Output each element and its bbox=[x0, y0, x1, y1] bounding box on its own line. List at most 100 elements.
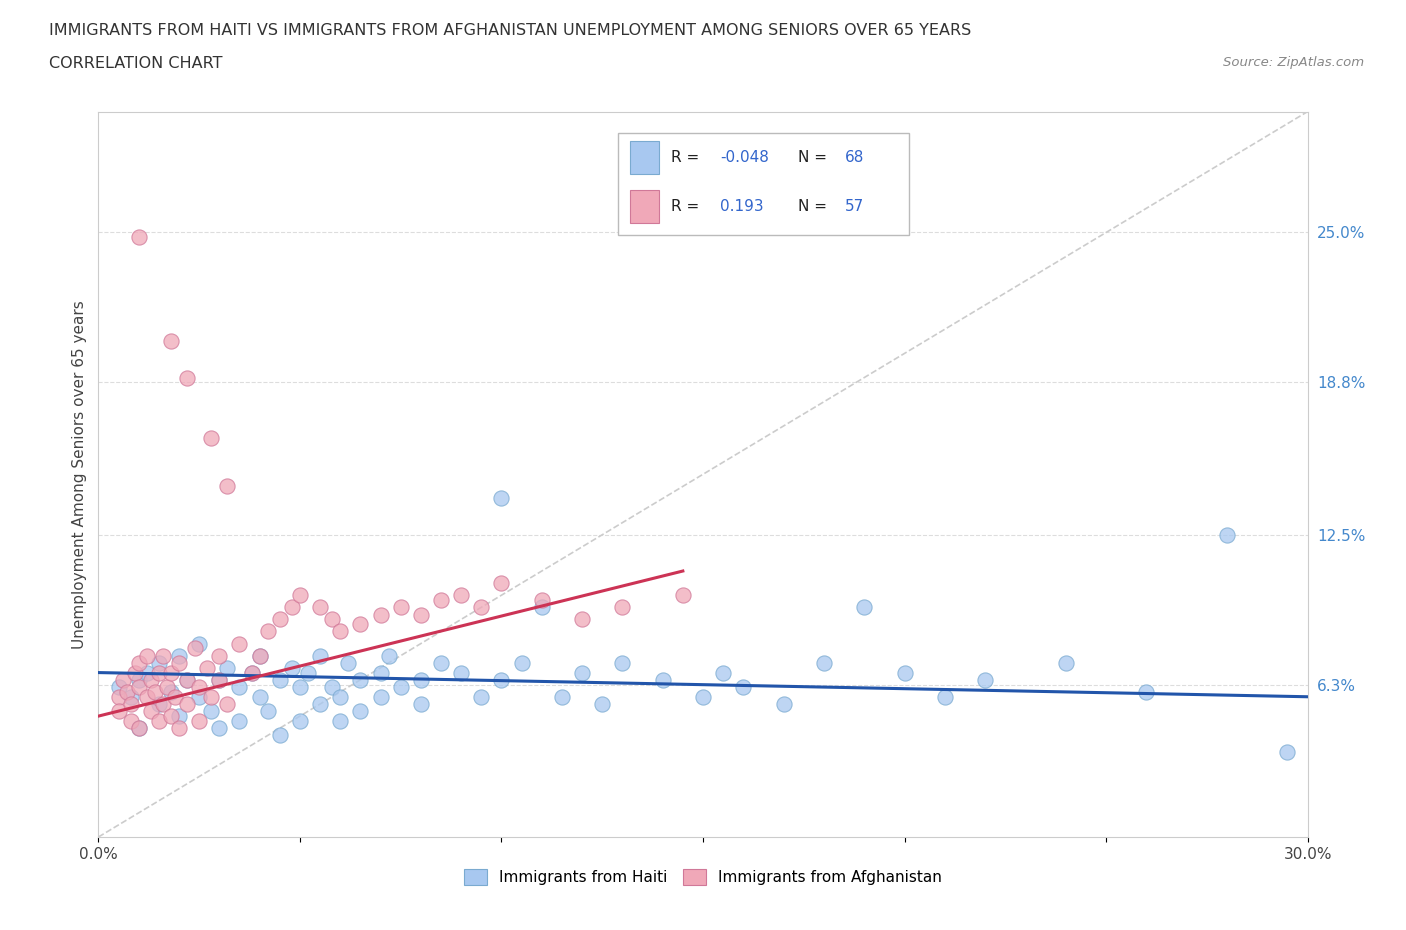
Point bbox=[281, 660, 304, 675]
Point bbox=[288, 680, 311, 695]
Y-axis label: Unemployment Among Seniors over 65 years: Unemployment Among Seniors over 65 years bbox=[72, 300, 87, 649]
Point bbox=[269, 728, 291, 743]
Text: Source: ZipAtlas.com: Source: ZipAtlas.com bbox=[1223, 56, 1364, 69]
Point bbox=[163, 689, 186, 704]
Point bbox=[1216, 527, 1239, 542]
Point bbox=[188, 636, 211, 651]
Point bbox=[377, 648, 399, 663]
Point bbox=[329, 713, 352, 728]
Point bbox=[208, 672, 231, 687]
Point bbox=[612, 600, 634, 615]
Point bbox=[813, 656, 835, 671]
Point bbox=[309, 697, 332, 711]
Point bbox=[249, 648, 271, 663]
Point bbox=[370, 607, 392, 622]
Point bbox=[389, 680, 412, 695]
Point bbox=[128, 680, 150, 695]
Point bbox=[651, 672, 673, 687]
Point bbox=[208, 721, 231, 736]
Point bbox=[176, 672, 198, 687]
Point bbox=[491, 672, 513, 687]
Point bbox=[692, 689, 714, 704]
Point bbox=[974, 672, 997, 687]
Point bbox=[288, 588, 311, 603]
Point bbox=[733, 680, 755, 695]
Point bbox=[148, 713, 170, 728]
Point bbox=[143, 684, 166, 699]
Point bbox=[160, 665, 183, 680]
Point bbox=[370, 689, 392, 704]
Point bbox=[337, 656, 360, 671]
Point bbox=[430, 656, 453, 671]
Point bbox=[297, 665, 319, 680]
Point bbox=[551, 689, 574, 704]
Point bbox=[208, 648, 231, 663]
Point bbox=[128, 672, 150, 687]
Point bbox=[107, 689, 129, 704]
Point bbox=[571, 665, 593, 680]
Point bbox=[470, 600, 492, 615]
Point bbox=[256, 624, 278, 639]
Text: CORRELATION CHART: CORRELATION CHART bbox=[49, 56, 222, 71]
Point bbox=[115, 684, 138, 699]
Point bbox=[139, 672, 162, 687]
Point bbox=[1135, 684, 1157, 699]
Point bbox=[530, 600, 553, 615]
Point bbox=[124, 665, 146, 680]
Point bbox=[1054, 656, 1077, 671]
Point bbox=[491, 576, 513, 591]
Point bbox=[389, 600, 412, 615]
Point bbox=[148, 665, 170, 680]
Point bbox=[470, 689, 492, 704]
Point bbox=[228, 713, 250, 728]
Point bbox=[188, 713, 211, 728]
Point bbox=[167, 656, 190, 671]
Point bbox=[156, 680, 179, 695]
Point bbox=[249, 689, 271, 704]
Point bbox=[200, 704, 222, 719]
Point bbox=[281, 600, 304, 615]
Point bbox=[167, 648, 190, 663]
Point bbox=[188, 680, 211, 695]
Point bbox=[152, 697, 174, 711]
Point bbox=[120, 697, 142, 711]
Legend: Immigrants from Haiti, Immigrants from Afghanistan: Immigrants from Haiti, Immigrants from A… bbox=[458, 863, 948, 891]
Point bbox=[491, 491, 513, 506]
Point bbox=[309, 648, 332, 663]
Point bbox=[167, 721, 190, 736]
Point bbox=[409, 607, 432, 622]
Point bbox=[128, 230, 150, 245]
Text: IMMIGRANTS FROM HAITI VS IMMIGRANTS FROM AFGHANISTAN UNEMPLOYMENT AMONG SENIORS : IMMIGRANTS FROM HAITI VS IMMIGRANTS FROM… bbox=[49, 23, 972, 38]
Point bbox=[450, 665, 472, 680]
Point bbox=[349, 617, 371, 631]
Point bbox=[1277, 745, 1299, 760]
Point bbox=[107, 680, 129, 695]
Point bbox=[672, 588, 695, 603]
Point bbox=[152, 648, 174, 663]
Point bbox=[135, 665, 157, 680]
Point bbox=[208, 672, 231, 687]
Point bbox=[934, 689, 956, 704]
Point bbox=[228, 636, 250, 651]
Point bbox=[893, 665, 915, 680]
Point bbox=[591, 697, 613, 711]
Point bbox=[160, 684, 183, 699]
Point bbox=[269, 612, 291, 627]
Point bbox=[329, 689, 352, 704]
Point bbox=[240, 665, 263, 680]
Point bbox=[240, 665, 263, 680]
Point bbox=[772, 697, 794, 711]
Point bbox=[167, 709, 190, 724]
Point bbox=[160, 334, 183, 349]
Point bbox=[450, 588, 472, 603]
Point bbox=[120, 713, 142, 728]
Point bbox=[111, 672, 134, 687]
Point bbox=[409, 672, 432, 687]
Point bbox=[309, 600, 332, 615]
Point bbox=[349, 704, 371, 719]
Point bbox=[184, 641, 207, 656]
Point bbox=[269, 672, 291, 687]
Point bbox=[228, 680, 250, 695]
Point bbox=[188, 689, 211, 704]
Point bbox=[256, 704, 278, 719]
